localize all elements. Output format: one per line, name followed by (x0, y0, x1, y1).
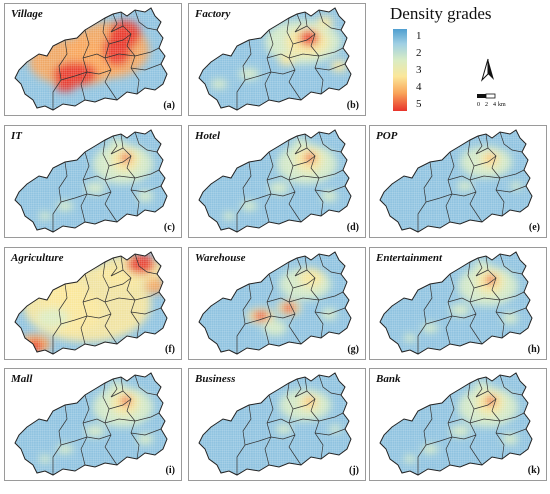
panel-label: (h) (527, 344, 540, 355)
map-panel-warehouse: Warehouse (g) (188, 247, 366, 360)
factory-density-map (198, 7, 352, 111)
legend-tick: 1 (416, 30, 422, 42)
legend-title: Density grades (390, 4, 492, 23)
map-panel-mall: Mall (i) (4, 368, 182, 481)
map-panel-it: IT (c) (4, 125, 182, 238)
warehouse-density-map (198, 251, 352, 355)
north-arrow-icon (481, 58, 494, 82)
hotel-density-map (198, 129, 352, 233)
bank-density-map (379, 372, 533, 476)
it-density-map (14, 129, 168, 233)
panel-label: (d) (346, 222, 359, 233)
village-density-map (14, 7, 168, 111)
legend-color-ramp (393, 29, 407, 111)
panel-title: Village (11, 8, 43, 20)
mall-density-map (14, 372, 168, 476)
map-panel-entertainment: Entertainment (h) (369, 247, 547, 360)
legend-tick: 5 (416, 98, 422, 110)
panel-label: (a) (163, 100, 175, 111)
panel-title: POP (376, 130, 398, 142)
scale-label: 2 (485, 102, 488, 108)
agriculture-density-map (14, 251, 168, 355)
panel-label: (k) (527, 465, 540, 476)
scale-label: 4 (493, 102, 496, 108)
map-panel-business: Business (j) (188, 368, 366, 481)
legend-tick: 2 (416, 47, 422, 59)
panel-title: IT (11, 130, 22, 142)
panel-title: Warehouse (195, 252, 246, 264)
scale-label: 0 (477, 102, 480, 108)
panel-title: Factory (195, 8, 231, 20)
panel-label: (g) (347, 344, 359, 355)
scale-bar: 0 2 4 km (477, 93, 506, 108)
business-density-map (198, 372, 352, 476)
legend-tick: 3 (416, 64, 422, 76)
map-panel-hotel: Hotel (d) (188, 125, 366, 238)
panel-label: (e) (528, 222, 540, 233)
legend-tick: 4 (416, 81, 422, 93)
map-panel-bank: Bank (k) (369, 368, 547, 481)
entertainment-density-map (379, 251, 533, 355)
map-panel-agriculture: Agriculture (f) (4, 247, 182, 360)
scale-label: km (498, 102, 506, 108)
pop-density-map (379, 129, 533, 233)
density-legend: Density grades 1 2 3 4 5 (372, 2, 548, 114)
panel-title: Business (195, 373, 236, 385)
panel-title: Mall (11, 373, 33, 385)
panel-title: Entertainment (376, 252, 443, 264)
map-panel-village: Village (a) (4, 3, 182, 116)
panel-label: (j) (349, 465, 359, 476)
map-panel-factory: Factory (b) (188, 3, 366, 116)
panel-title: Hotel (195, 130, 221, 142)
panel-title: Bank (376, 373, 401, 385)
panel-label: (f) (165, 344, 175, 355)
panel-label: (i) (165, 465, 175, 476)
panel-label: (c) (163, 222, 175, 233)
panel-title: Agriculture (11, 252, 64, 264)
panel-label: (b) (346, 100, 359, 111)
map-panel-pop: POP (e) (369, 125, 547, 238)
